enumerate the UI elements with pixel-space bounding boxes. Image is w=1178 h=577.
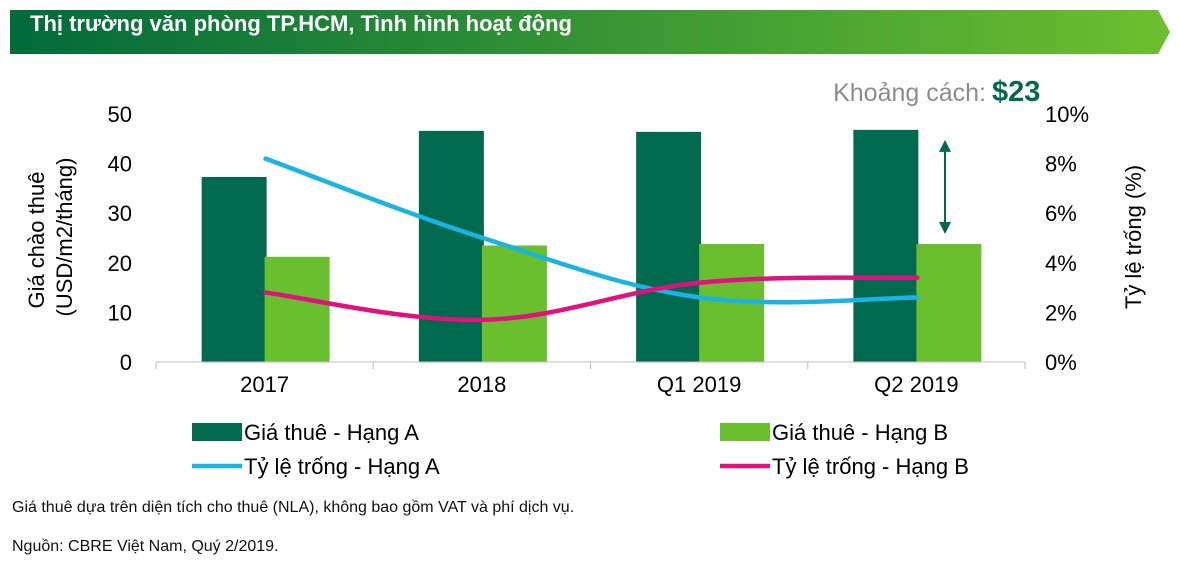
- y2-tick-label: 4%: [1045, 251, 1077, 276]
- bar-grade-a: [201, 176, 267, 362]
- y-tick-label: 50: [108, 102, 132, 127]
- line-vacancy-grade-b: [263, 275, 920, 323]
- y-tick-label: 30: [108, 201, 132, 226]
- bar-grade-a: [636, 131, 702, 362]
- y2-axis-labels: 0% 2% 4% 6% 8% 10%: [1045, 102, 1089, 375]
- bar-grade-a: [418, 130, 484, 362]
- x-tick-label: 2017: [240, 372, 289, 397]
- y-tick-label: 10: [108, 300, 132, 325]
- line-vacancy-grade-a: [263, 156, 920, 305]
- y-axis-labels: 0 10 20 30 40 50: [108, 102, 132, 375]
- x-tick-label: Q2 2019: [874, 372, 958, 397]
- y2-tick-label: 10%: [1045, 102, 1089, 127]
- y2-tick-label: 0%: [1045, 350, 1077, 375]
- y-tick-label: 20: [108, 251, 132, 276]
- gap-arrow-head-down: [939, 221, 951, 234]
- line-layer: [263, 156, 920, 323]
- legend-label: Giá thuê - Hạng B: [772, 420, 948, 445]
- bar-grade-a: [853, 129, 919, 362]
- y2-tick-label: 2%: [1045, 300, 1077, 325]
- banner-arrow-shape: [10, 10, 1170, 54]
- x-axis-labels: 2017 2018 Q1 2019 Q2 2019: [240, 372, 958, 397]
- y2-tick-label: 6%: [1045, 201, 1077, 226]
- y-axis-title: Giá chào thuê (USD/m2/tháng): [24, 158, 77, 317]
- y2-tick-label: 8%: [1045, 152, 1077, 177]
- page-title: Thị trường văn phòng TP.HCM, Tình hình h…: [30, 11, 572, 36]
- footnote-rent: Giá thuê dựa trên diện tích cho thuê (NL…: [12, 499, 575, 516]
- legend-label: Giá thuê - Hạng A: [244, 420, 419, 445]
- bar-layer: [201, 129, 982, 362]
- y-tick-label: 0: [120, 350, 132, 375]
- x-tick-label: 2018: [457, 372, 506, 397]
- bar-grade-b: [481, 245, 547, 362]
- y-tick-label: 40: [108, 152, 132, 177]
- gap-label: Khoảng cách:: [833, 79, 986, 107]
- legend-label: Tỷ lệ trống - Hạng B: [772, 454, 969, 479]
- gap-arrow-head-up: [939, 139, 951, 152]
- x-axis-ticks: [155, 362, 1026, 369]
- bar-grade-b: [916, 243, 982, 362]
- bar-grade-b: [264, 256, 330, 362]
- legend: Giá thuê - Hạng A Giá thuê - Hạng B Tỷ lệ …: [192, 420, 969, 479]
- gap-value: $23: [992, 76, 1040, 108]
- legend-swatch: [720, 423, 770, 441]
- footnote-source: Nguồn: CBRE Việt Nam, Quý 2/2019.: [12, 538, 279, 555]
- legend-swatch: [192, 423, 242, 441]
- y2-axis-title: Tỷ lệ trống (%): [1121, 165, 1146, 309]
- x-tick-label: Q1 2019: [657, 372, 741, 397]
- legend-label: Tỷ lệ trống - Hạng A: [244, 454, 440, 479]
- header-banner: [10, 10, 1170, 54]
- gap-double-arrow: [939, 139, 951, 234]
